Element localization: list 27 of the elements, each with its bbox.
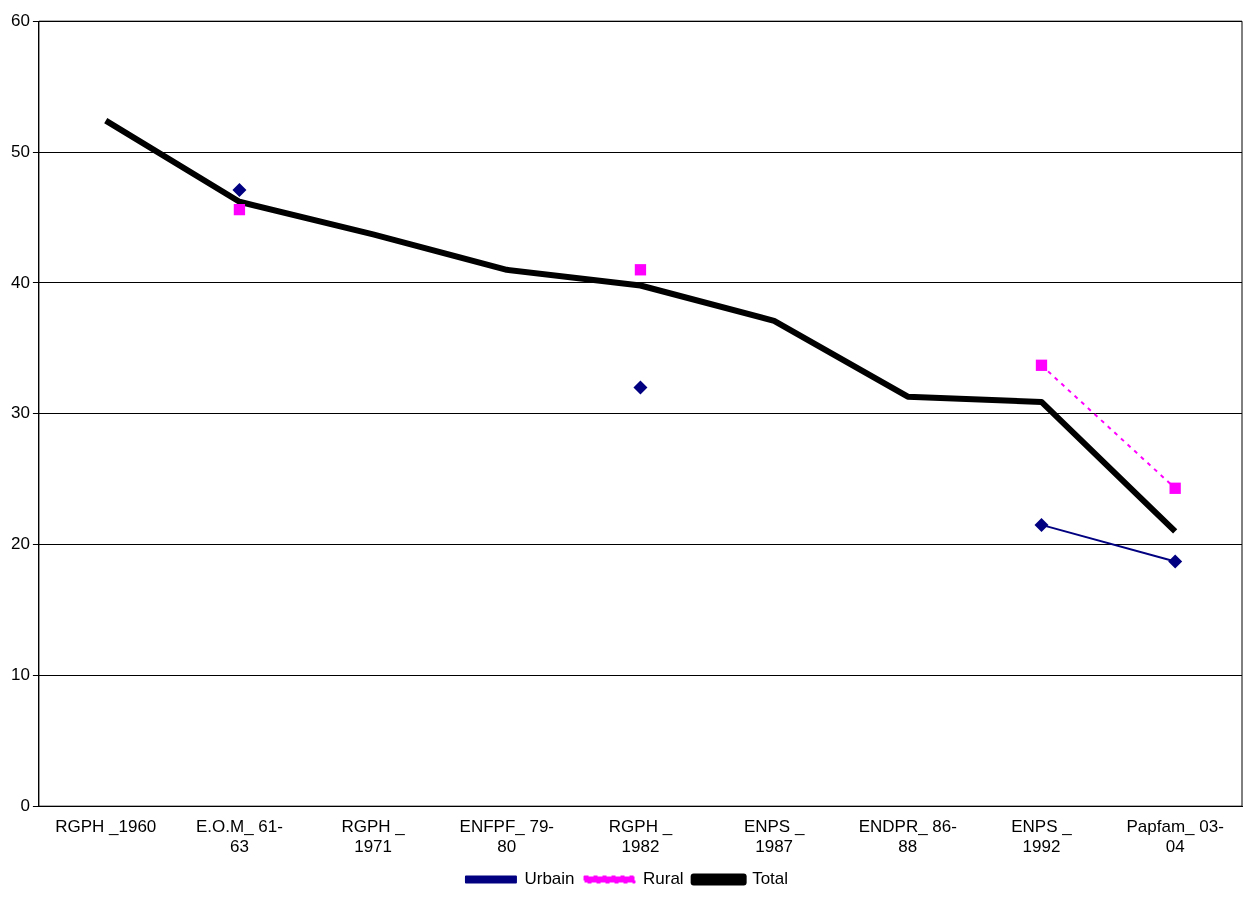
point — [232, 182, 247, 197]
point — [1035, 359, 1048, 371]
x-tick-label: ENDPR_ 86-88 — [858, 817, 957, 857]
y-tick-label: 10 — [10, 665, 30, 685]
y-tick-label: 30 — [10, 403, 30, 423]
y-tick-label: 0 — [20, 795, 30, 815]
y-tick-label: 50 — [10, 141, 30, 161]
legend-label: Urbain — [524, 869, 575, 889]
y-tick-label: 60 — [10, 10, 30, 30]
point — [233, 203, 246, 216]
x-tick-label: RGPH _ 1971 — [341, 817, 406, 857]
point — [633, 380, 648, 395]
x-tick-label: ENPS _ 1992 — [1011, 817, 1073, 857]
x-tick-label: Papfam_ 03-04 — [1126, 817, 1224, 857]
x-tick-label: RGPH _ 1982 — [608, 817, 673, 857]
y-tick-label: 20 — [10, 534, 30, 554]
point — [1169, 482, 1181, 494]
point — [1034, 517, 1049, 532]
legend-label: Total — [752, 869, 789, 889]
point — [634, 264, 647, 276]
legend-label: Rural — [643, 869, 684, 889]
x-tick-label: ENPS _ 1987 — [743, 817, 805, 857]
y-tick-label: 40 — [10, 272, 30, 292]
point — [1168, 554, 1183, 569]
x-tick-label: RGPH _1960 — [55, 817, 157, 837]
x-tick-label: ENFPF_ 79-80 — [459, 817, 555, 857]
x-tick-label: E.O.M_ 61-63 — [195, 817, 283, 857]
